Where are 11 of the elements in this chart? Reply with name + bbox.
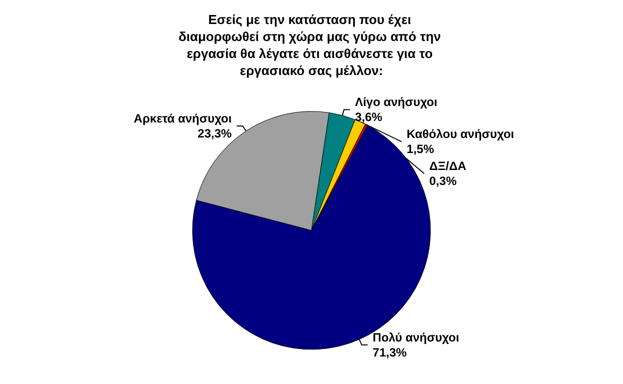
data-label: 3,6% — [354, 110, 383, 124]
slice-label: Καθόλου ανήσυχοι — [406, 127, 514, 142]
chart-title: Εσείς με την κατάσταση που έχει διαμορφωθεί στη χώρα μας γύρω από την εργασία θα λέγατε ότι αισθάνεστε για το εργασιακό σας μέλλον: — [178, 12, 445, 78]
data-label: 0,3% — [429, 174, 457, 188]
data-label: 1,5% — [406, 142, 434, 156]
slice-label: Λίγο ανήσυχοι — [354, 95, 438, 110]
slice-label: Πολύ ανήσυχοι — [372, 330, 460, 344]
data-label: 71,3% — [372, 345, 408, 360]
slice-label: Αρκετά ανήσυχοι — [134, 111, 232, 126]
data-label: 23,3% — [198, 126, 232, 140]
slice-label: ΔΞ/ΔΑ — [429, 159, 467, 174]
